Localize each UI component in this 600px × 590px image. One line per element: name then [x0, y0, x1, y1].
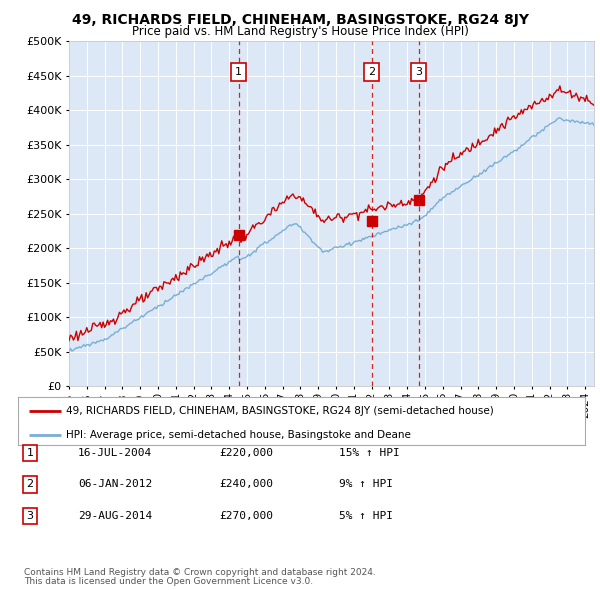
Text: 06-JAN-2012: 06-JAN-2012 — [78, 480, 152, 489]
Text: 2: 2 — [26, 480, 34, 489]
Text: 1: 1 — [26, 448, 34, 458]
Text: 5% ↑ HPI: 5% ↑ HPI — [339, 511, 393, 520]
Text: 16-JUL-2004: 16-JUL-2004 — [78, 448, 152, 458]
Text: 3: 3 — [26, 511, 34, 520]
Text: Price paid vs. HM Land Registry's House Price Index (HPI): Price paid vs. HM Land Registry's House … — [131, 25, 469, 38]
Text: HPI: Average price, semi-detached house, Basingstoke and Deane: HPI: Average price, semi-detached house,… — [66, 430, 411, 440]
Text: 15% ↑ HPI: 15% ↑ HPI — [339, 448, 400, 458]
Text: This data is licensed under the Open Government Licence v3.0.: This data is licensed under the Open Gov… — [24, 577, 313, 586]
Text: 9% ↑ HPI: 9% ↑ HPI — [339, 480, 393, 489]
Text: 2: 2 — [368, 67, 376, 77]
Text: Contains HM Land Registry data © Crown copyright and database right 2024.: Contains HM Land Registry data © Crown c… — [24, 568, 376, 577]
Text: 3: 3 — [415, 67, 422, 77]
Text: 29-AUG-2014: 29-AUG-2014 — [78, 511, 152, 520]
Text: 1: 1 — [235, 67, 242, 77]
Text: £220,000: £220,000 — [219, 448, 273, 458]
Text: £270,000: £270,000 — [219, 511, 273, 520]
Text: £240,000: £240,000 — [219, 480, 273, 489]
Text: 49, RICHARDS FIELD, CHINEHAM, BASINGSTOKE, RG24 8JY: 49, RICHARDS FIELD, CHINEHAM, BASINGSTOK… — [71, 13, 529, 27]
Text: 49, RICHARDS FIELD, CHINEHAM, BASINGSTOKE, RG24 8JY (semi-detached house): 49, RICHARDS FIELD, CHINEHAM, BASINGSTOK… — [66, 405, 494, 415]
